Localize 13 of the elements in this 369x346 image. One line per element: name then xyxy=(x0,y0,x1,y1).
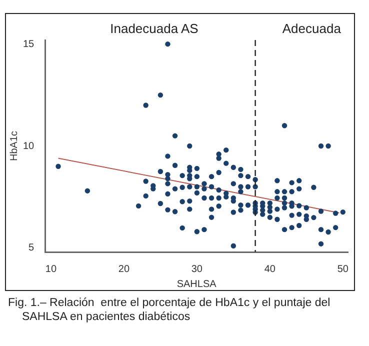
x-axis-title: SAHLSA xyxy=(176,278,217,290)
text: Inadecuada AS xyxy=(110,21,199,36)
x-tick-label: 50 xyxy=(337,264,349,275)
y-tick-label: 5 xyxy=(28,242,35,254)
x-tick-label: 30 xyxy=(191,264,203,275)
y-axis-title: HbA1c xyxy=(8,130,20,162)
y-tick-label: 10 xyxy=(23,140,35,152)
caption: Fig. 1.– Relación entre el porcentaje de HbA1c y el puntaje del SAHLSA en pacientes diabéticos xyxy=(8,296,332,324)
y-tick-label: 15 xyxy=(23,38,35,50)
x-tick-label: 10 xyxy=(45,264,57,275)
x-tick-label: 20 xyxy=(118,264,130,275)
x-tick-label: 40 xyxy=(264,264,276,275)
text: Adecuada xyxy=(282,21,342,36)
